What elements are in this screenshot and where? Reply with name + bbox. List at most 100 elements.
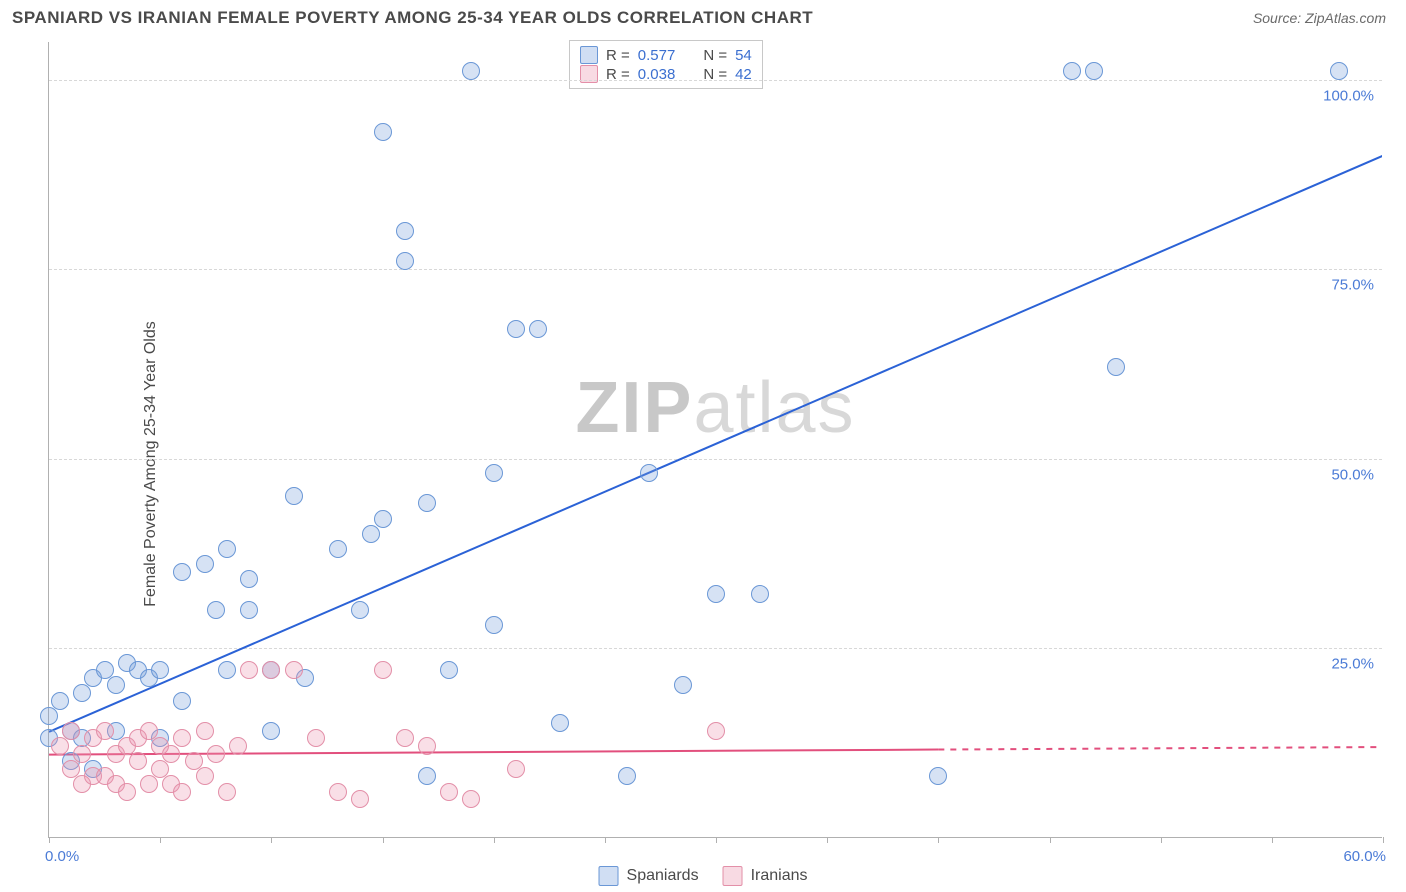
data-point — [396, 729, 414, 747]
x-tick — [1050, 837, 1051, 843]
data-point — [118, 783, 136, 801]
chart-title: SPANIARD VS IRANIAN FEMALE POVERTY AMONG… — [12, 8, 813, 28]
data-point — [262, 661, 280, 679]
y-tick-label: 50.0% — [1331, 466, 1374, 483]
x-tick — [605, 837, 606, 843]
data-point — [1330, 62, 1348, 80]
data-point — [462, 62, 480, 80]
x-tick — [160, 837, 161, 843]
legend-r-value: 0.577 — [638, 47, 676, 64]
data-point — [73, 745, 91, 763]
legend-item: Spaniards — [599, 866, 699, 886]
data-point — [51, 692, 69, 710]
data-point — [351, 601, 369, 619]
data-point — [218, 783, 236, 801]
legend-stats-row: R = 0.577N = 54 — [580, 46, 752, 64]
data-point — [173, 692, 191, 710]
legend-series-name: Spaniards — [627, 867, 699, 885]
y-tick-label: 75.0% — [1331, 277, 1374, 294]
data-point — [62, 722, 80, 740]
legend-swatch — [580, 46, 598, 64]
data-point — [307, 729, 325, 747]
data-point — [107, 676, 125, 694]
legend-stats: R = 0.577N = 54R = 0.038N = 42 — [569, 40, 763, 89]
data-point — [485, 464, 503, 482]
data-point — [1107, 358, 1125, 376]
data-point — [529, 320, 547, 338]
data-point — [196, 722, 214, 740]
data-point — [751, 585, 769, 603]
data-point — [1085, 62, 1103, 80]
x-tick — [827, 837, 828, 843]
gridline — [49, 459, 1382, 460]
y-tick-label: 100.0% — [1323, 87, 1374, 104]
data-point — [674, 676, 692, 694]
y-tick-label: 25.0% — [1331, 656, 1374, 673]
legend-swatch — [599, 866, 619, 886]
data-point — [218, 540, 236, 558]
source-label: Source: ZipAtlas.com — [1253, 10, 1386, 26]
data-point — [40, 707, 58, 725]
data-point — [929, 767, 947, 785]
chart-container: Female Poverty Among 25-34 Year Olds ZIP… — [0, 36, 1406, 892]
data-point — [418, 737, 436, 755]
data-point — [329, 783, 347, 801]
gridline — [49, 269, 1382, 270]
data-point — [196, 767, 214, 785]
data-point — [396, 252, 414, 270]
data-point — [207, 601, 225, 619]
data-point — [551, 714, 569, 732]
x-tick — [494, 837, 495, 843]
data-point — [707, 722, 725, 740]
data-point — [362, 525, 380, 543]
data-point — [262, 722, 280, 740]
data-point — [173, 563, 191, 581]
data-point — [418, 494, 436, 512]
legend-swatch — [723, 866, 743, 886]
data-point — [240, 601, 258, 619]
data-point — [151, 661, 169, 679]
data-point — [218, 661, 236, 679]
data-point — [374, 510, 392, 528]
x-tick — [938, 837, 939, 843]
data-point — [96, 722, 114, 740]
data-point — [462, 790, 480, 808]
gridline — [49, 80, 1382, 81]
data-point — [507, 760, 525, 778]
data-point — [1063, 62, 1081, 80]
trend-lines — [49, 42, 1382, 837]
gridline — [49, 648, 1382, 649]
data-point — [374, 123, 392, 141]
data-point — [418, 767, 436, 785]
x-tick — [1383, 837, 1384, 843]
data-point — [173, 729, 191, 747]
data-point — [207, 745, 225, 763]
data-point — [162, 745, 180, 763]
data-point — [374, 661, 392, 679]
data-point — [507, 320, 525, 338]
x-tick — [1272, 837, 1273, 843]
data-point — [351, 790, 369, 808]
data-point — [440, 661, 458, 679]
data-point — [229, 737, 247, 755]
watermark: ZIPatlas — [575, 367, 855, 449]
legend-n-label: N = — [703, 47, 727, 64]
legend-series-name: Iranians — [751, 867, 808, 885]
legend-item: Iranians — [723, 866, 808, 886]
x-tick — [271, 837, 272, 843]
data-point — [640, 464, 658, 482]
data-point — [396, 222, 414, 240]
legend-r-label: R = — [606, 47, 630, 64]
data-point — [285, 487, 303, 505]
data-point — [129, 752, 147, 770]
data-point — [240, 570, 258, 588]
data-point — [51, 737, 69, 755]
x-tick — [716, 837, 717, 843]
x-tick — [49, 837, 50, 843]
data-point — [173, 783, 191, 801]
data-point — [140, 775, 158, 793]
data-point — [285, 661, 303, 679]
data-point — [707, 585, 725, 603]
plot-area: ZIPatlas R = 0.577N = 54R = 0.038N = 42 … — [48, 42, 1382, 838]
data-point — [440, 783, 458, 801]
